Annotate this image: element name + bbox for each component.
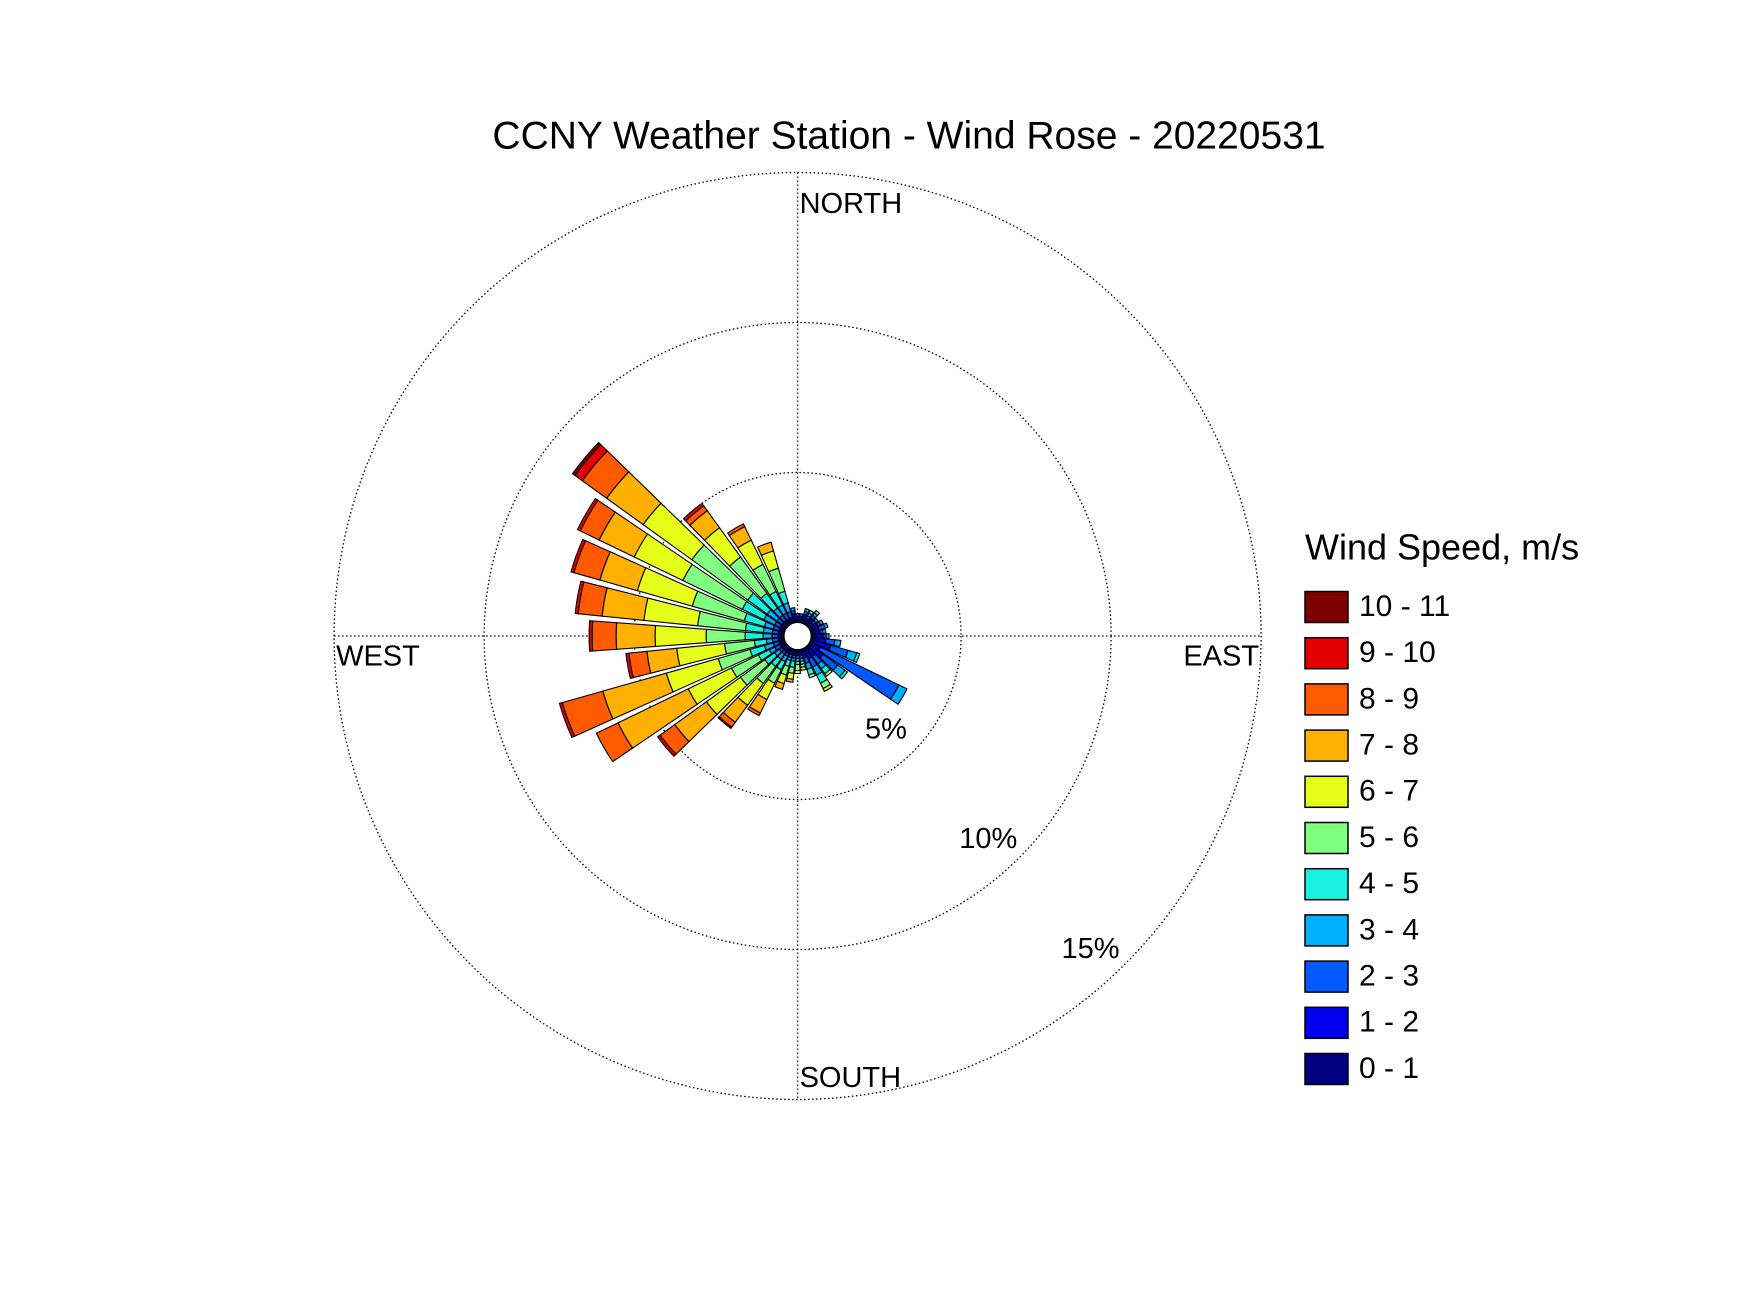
wedge bbox=[656, 734, 677, 758]
wedge bbox=[807, 672, 817, 679]
direction-label: NORTH bbox=[800, 188, 903, 220]
wedge bbox=[576, 497, 599, 532]
wedge bbox=[824, 668, 833, 677]
legend-label: 1 - 2 bbox=[1359, 1006, 1419, 1039]
legend-label: 6 - 7 bbox=[1359, 775, 1419, 808]
grid-circle bbox=[333, 171, 1262, 1101]
wedge bbox=[705, 628, 746, 644]
wedge bbox=[822, 622, 829, 629]
wedge bbox=[682, 502, 705, 522]
r-tick-label: 5% bbox=[865, 713, 907, 745]
wedge bbox=[813, 609, 821, 617]
wedge bbox=[747, 705, 762, 717]
wedge bbox=[570, 538, 587, 574]
legend-label: 4 - 5 bbox=[1359, 867, 1419, 900]
legend-label: 2 - 3 bbox=[1359, 960, 1419, 993]
legend-swatch bbox=[1304, 729, 1349, 762]
r-tick-label: 10% bbox=[959, 823, 1017, 855]
legend-swatch bbox=[1304, 636, 1349, 670]
wedge bbox=[803, 607, 811, 614]
wedge bbox=[601, 587, 649, 621]
legend-swatch bbox=[1304, 821, 1349, 855]
wedge bbox=[817, 619, 824, 626]
direction-label: WEST bbox=[336, 641, 420, 673]
wedge bbox=[800, 665, 807, 671]
wedge bbox=[838, 669, 849, 680]
wedge bbox=[795, 612, 800, 618]
wedge bbox=[595, 722, 634, 763]
legend-title: Wind Speed, m/s bbox=[1305, 527, 1579, 568]
direction-label: EAST bbox=[1183, 641, 1259, 673]
legend-swatch bbox=[1304, 867, 1349, 901]
wedge bbox=[812, 617, 820, 624]
wedge bbox=[833, 639, 842, 648]
legend-swatch bbox=[1304, 1006, 1349, 1040]
legend-label: 7 - 8 bbox=[1359, 729, 1419, 762]
wedge bbox=[574, 580, 585, 615]
wedge bbox=[558, 701, 576, 739]
legend-swatch bbox=[1304, 590, 1349, 624]
wedge bbox=[822, 683, 833, 693]
wedge bbox=[774, 680, 785, 691]
wedge bbox=[794, 669, 801, 675]
wedge bbox=[588, 620, 594, 652]
direction-label: SOUTH bbox=[800, 1062, 902, 1094]
wedge bbox=[785, 677, 794, 683]
r-tick-label: 15% bbox=[1061, 933, 1119, 965]
wedge bbox=[762, 632, 773, 640]
legend-swatch bbox=[1304, 1052, 1349, 1086]
wedge bbox=[744, 631, 764, 641]
legend-label: 8 - 9 bbox=[1359, 682, 1419, 715]
wedge bbox=[654, 624, 707, 648]
wedge bbox=[889, 684, 908, 706]
wedge bbox=[821, 628, 827, 635]
legend-swatch bbox=[1304, 960, 1349, 993]
legend-label: 9 - 10 bbox=[1359, 636, 1436, 669]
legend-label: 3 - 4 bbox=[1359, 913, 1419, 946]
wedge bbox=[625, 652, 634, 679]
wedge bbox=[571, 441, 602, 477]
legend-label: 10 - 11 bbox=[1359, 590, 1450, 623]
legend-label: 0 - 1 bbox=[1359, 1052, 1419, 1085]
wedge bbox=[591, 620, 618, 652]
legend-swatch bbox=[1304, 775, 1349, 809]
center-hole bbox=[783, 622, 812, 650]
wedge bbox=[771, 633, 779, 639]
wedge bbox=[794, 663, 801, 672]
wedge bbox=[615, 622, 657, 650]
wedge bbox=[726, 523, 746, 537]
chart-title: CCNY Weather Station - Wind Rose - 20220… bbox=[492, 114, 1325, 157]
wedge bbox=[825, 633, 830, 639]
wedge bbox=[717, 715, 733, 730]
wedge bbox=[789, 607, 796, 612]
wedge bbox=[852, 652, 861, 664]
wedge bbox=[756, 541, 775, 557]
legend-swatch bbox=[1304, 683, 1349, 716]
wedge bbox=[807, 609, 815, 616]
legend-label: 5 - 6 bbox=[1359, 821, 1419, 854]
legend-swatch bbox=[1304, 914, 1349, 947]
wedge bbox=[646, 647, 681, 674]
